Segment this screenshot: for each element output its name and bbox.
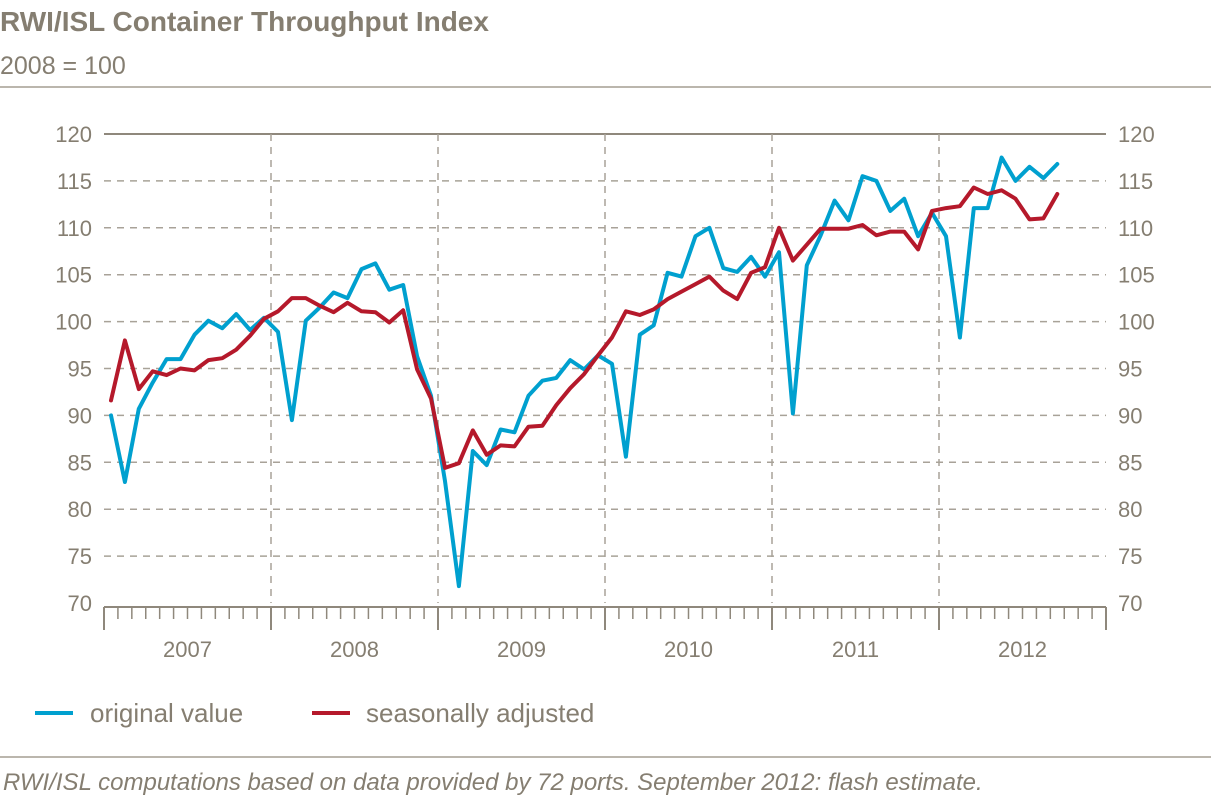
x-tick-label: 2007: [163, 637, 212, 662]
legend-item-seasonally-adjusted: seasonally adjusted: [312, 698, 594, 728]
y-tick-label-right: 80: [1118, 497, 1142, 522]
y-tick-label-left: 100: [55, 310, 92, 335]
y-tick-label-right: 100: [1118, 310, 1155, 335]
y-tick-label-left: 110: [57, 216, 92, 241]
chart-title: RWI/ISL Container Throughput Index: [0, 6, 489, 37]
x-tick-label: 2009: [497, 637, 546, 662]
x-tick-label: 2012: [998, 637, 1047, 662]
chart-subtitle: 2008 = 100: [0, 52, 126, 80]
y-tick-label-left: 75: [68, 544, 92, 569]
y-tick-label-right: 110: [1118, 216, 1153, 241]
axes: [103, 606, 1107, 630]
grid: [104, 133, 1106, 603]
y-tick-label-left: 120: [55, 122, 92, 147]
y-tick-label-left: 105: [55, 263, 92, 288]
y-tick-label-right: 90: [1118, 403, 1142, 428]
series-group: [109, 155, 1060, 589]
series-original-value: [109, 155, 1060, 589]
footer-note: RWI/ISL computations based on data provi…: [3, 769, 983, 796]
legend-label-seasonally-adjusted: seasonally adjusted: [366, 698, 594, 728]
y-tick-label-left: 85: [68, 450, 92, 475]
y-tick-label-right: 115: [1118, 169, 1153, 194]
y-tick-label-right: 70: [1118, 591, 1142, 616]
y-tick-label-right: 85: [1118, 450, 1142, 475]
y-tick-label-right: 105: [1118, 263, 1155, 288]
y-tick-label-left: 80: [68, 497, 92, 522]
y-tick-label-left: 95: [68, 357, 92, 382]
y-tick-label-right: 120: [1118, 122, 1155, 147]
legend-item-original-value: original value: [35, 698, 243, 728]
x-tick-label: 2010: [664, 637, 713, 662]
series-seasonally-adjusted: [109, 185, 1060, 470]
series-line-original-value: [109, 155, 1060, 589]
series-line-seasonally-adjusted: [109, 185, 1060, 470]
y-tick-label-left: 70: [68, 591, 92, 616]
y-tick-label-left: 115: [57, 169, 92, 194]
x-tick-label: 2008: [330, 637, 379, 662]
y-tick-label-right: 95: [1118, 357, 1142, 382]
x-axis: 2007 2008 2009 2010 2011 2012: [163, 637, 1047, 662]
legend-label-original-value: original value: [90, 698, 243, 728]
y-tick-label-right: 75: [1118, 544, 1142, 569]
y-tick-label-left: 90: [68, 403, 92, 428]
x-tick-label: 2011: [832, 637, 879, 662]
legend: original value seasonally adjusted: [35, 698, 594, 728]
y-axis-left: 70 75 80 85 90 95 100 105 110 115 120: [55, 122, 92, 616]
y-axis-right: 70 75 80 85 90 95 100 105 110 115 120: [1118, 122, 1155, 616]
